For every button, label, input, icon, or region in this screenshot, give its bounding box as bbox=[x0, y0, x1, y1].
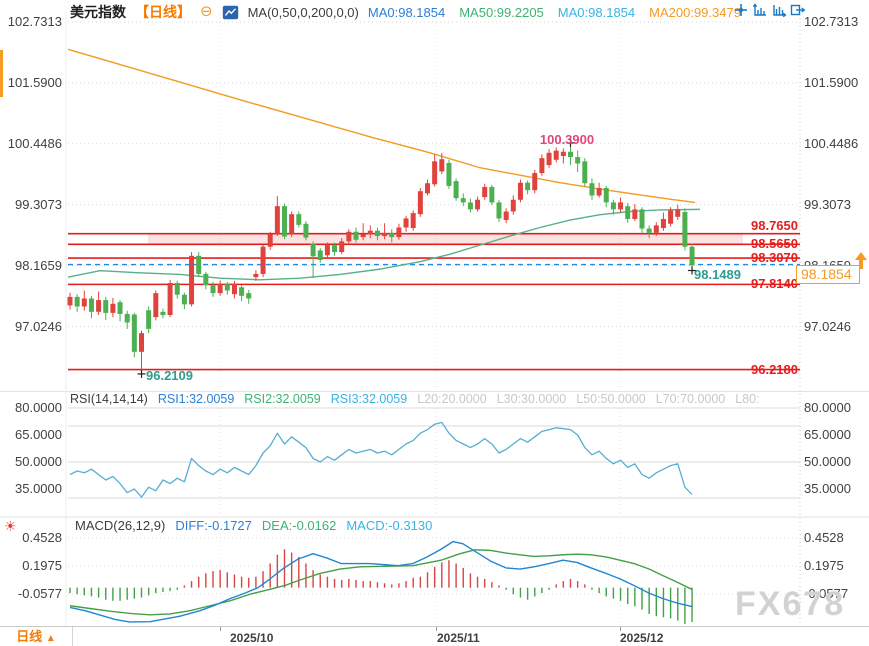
ma-values: MA0:98.1854 MA50:99.2205 MA0:98.1854 MA200:… bbox=[368, 5, 755, 20]
current-price-box: 98.1854 bbox=[796, 265, 860, 284]
swing-high-label: 100.3900 bbox=[539, 132, 595, 147]
period-tab-label: 日线 bbox=[16, 629, 43, 644]
date-label: 2025/10 bbox=[230, 631, 274, 645]
chart-type-icon[interactable] bbox=[222, 5, 239, 20]
bottom-bar: 日线 ▲ 2025/10 2025/11 2025/12 bbox=[0, 626, 869, 646]
price-up-arrow-icon bbox=[855, 252, 867, 277]
ma-value: MA0:98.1854 bbox=[367, 4, 446, 20]
rsi-header-part: L20:20.0000 bbox=[417, 392, 487, 406]
axis-fit-icon[interactable] bbox=[771, 3, 787, 22]
detach-window-icon[interactable] bbox=[790, 3, 806, 22]
caret-up-icon: ▲ bbox=[45, 633, 56, 644]
date-tick bbox=[620, 627, 621, 631]
rsi-header-part: RSI1:32.0059 bbox=[157, 392, 235, 406]
axis-scale-icon[interactable] bbox=[752, 3, 768, 22]
rsi-header-part: RSI(14,14,14) bbox=[70, 392, 148, 406]
current-price-value: 98.1854 bbox=[801, 266, 852, 282]
rsi-header-part: RSI2:32.0059 bbox=[244, 392, 321, 406]
swing-low-label: 96.2109 bbox=[146, 368, 193, 383]
date-tick bbox=[220, 627, 221, 631]
period-tab[interactable]: 日线 ▲ bbox=[0, 627, 73, 646]
rsi-header-part: RSI3:32.0059 bbox=[330, 392, 408, 406]
chart-toolbar bbox=[733, 3, 806, 22]
move-tool-icon[interactable] bbox=[733, 3, 749, 22]
chart-header: 美元指数 【日线】 ⊖ MA(0,50,0,200,0,0) MA0:98.18… bbox=[70, 2, 755, 22]
date-tick bbox=[436, 627, 437, 631]
macd-header-part: DIFF:-0.1727 bbox=[175, 518, 252, 533]
macd-header-part: DEA:-0.0162 bbox=[261, 518, 337, 533]
symbol-title: 美元指数 bbox=[70, 4, 126, 20]
ma-value: MA0:98.1854 bbox=[557, 4, 636, 20]
macd-header-part: MACD:-0.3130 bbox=[346, 518, 433, 533]
rsi-header-part: L50:50.0000 bbox=[576, 392, 646, 406]
rsi-header-part: L70:70.0000 bbox=[655, 392, 726, 406]
ma-value: MA200:99.3479 bbox=[649, 4, 741, 20]
rsi-header-part: L30:30.0000 bbox=[496, 392, 567, 406]
last-low-label: 98.1489 bbox=[694, 267, 741, 282]
collapse-icon[interactable]: ⊖ bbox=[200, 3, 213, 20]
macd-settings-icon[interactable]: ☀ bbox=[4, 518, 17, 534]
ma-value: MA50:99.2205 bbox=[459, 4, 544, 20]
ma-settings-label: MA(0,50,0,200,0,0) bbox=[247, 4, 359, 20]
period-badge[interactable]: 【日线】 bbox=[135, 4, 191, 20]
macd-header-part: MACD(26,12,9) bbox=[75, 518, 166, 533]
date-label: 2025/12 bbox=[620, 631, 664, 645]
macd-header: MACD(26,12,9) DIFF:-0.1727 DEA:-0.0162 MACD… bbox=[75, 518, 805, 533]
rsi-header-part: L80: bbox=[735, 392, 760, 406]
watermark: FX678 bbox=[735, 585, 846, 623]
date-label: 2025/11 bbox=[437, 631, 480, 645]
rsi-header: RSI(14,14,14) RSI1:32.0059 RSI2:32.0059 RSI… bbox=[70, 392, 800, 406]
left-edge-accent bbox=[0, 50, 3, 97]
